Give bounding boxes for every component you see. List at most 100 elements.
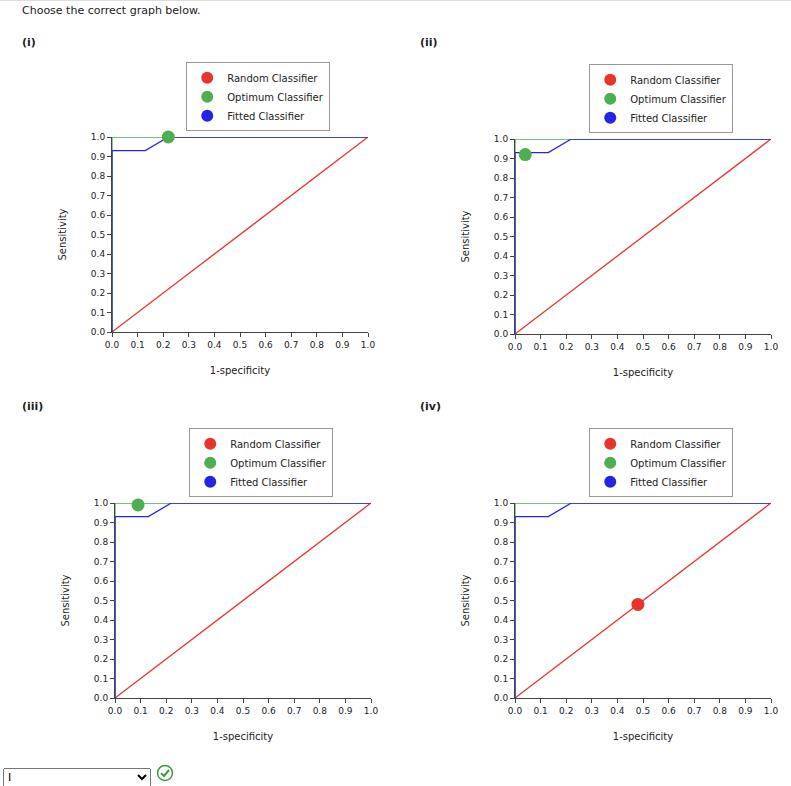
svg-text:0.8: 0.8 — [94, 537, 109, 547]
svg-text:Optimum Classifier: Optimum Classifier — [630, 458, 726, 469]
svg-text:Sensitivity: Sensitivity — [460, 210, 471, 262]
svg-text:0.3: 0.3 — [185, 706, 199, 716]
svg-text:0.0: 0.0 — [94, 693, 109, 703]
svg-text:0.9: 0.9 — [738, 706, 753, 716]
svg-text:0.5: 0.5 — [494, 596, 508, 606]
svg-text:1.0: 1.0 — [764, 342, 779, 352]
svg-text:0.3: 0.3 — [585, 342, 599, 352]
svg-text:0.2: 0.2 — [559, 706, 573, 716]
svg-text:0.0: 0.0 — [494, 329, 509, 339]
svg-text:1-specificity: 1-specificity — [613, 367, 673, 378]
svg-text:0.2: 0.2 — [94, 654, 108, 664]
svg-text:0.4: 0.4 — [494, 615, 509, 625]
svg-text:0.2: 0.2 — [91, 288, 105, 298]
svg-text:0.1: 0.1 — [91, 308, 105, 318]
svg-text:Fitted Classifier: Fitted Classifier — [630, 477, 708, 488]
svg-text:0.4: 0.4 — [210, 706, 225, 716]
svg-text:0.5: 0.5 — [636, 706, 650, 716]
svg-text:Random Classifier: Random Classifier — [630, 75, 721, 86]
svg-text:0.7: 0.7 — [94, 557, 108, 567]
svg-text:Random Classifier: Random Classifier — [630, 439, 721, 450]
svg-text:0.7: 0.7 — [687, 342, 701, 352]
svg-text:0.3: 0.3 — [91, 269, 105, 279]
svg-text:1-specificity: 1-specificity — [210, 365, 270, 376]
svg-text:Fitted Classifier: Fitted Classifier — [227, 111, 305, 122]
svg-text:0.1: 0.1 — [533, 706, 547, 716]
svg-text:0.1: 0.1 — [130, 340, 144, 350]
svg-text:0.3: 0.3 — [585, 706, 599, 716]
svg-text:Optimum Classifier: Optimum Classifier — [227, 92, 323, 103]
svg-text:0.5: 0.5 — [494, 232, 508, 242]
svg-text:0.4: 0.4 — [94, 615, 109, 625]
svg-text:0.8: 0.8 — [494, 173, 509, 183]
svg-text:0.1: 0.1 — [133, 706, 147, 716]
svg-text:0.7: 0.7 — [284, 340, 298, 350]
svg-text:Fitted Classifier: Fitted Classifier — [230, 477, 308, 488]
svg-text:0.1: 0.1 — [94, 674, 108, 684]
svg-text:0.9: 0.9 — [494, 154, 509, 164]
svg-text:0.9: 0.9 — [494, 518, 509, 528]
svg-text:0.1: 0.1 — [494, 310, 508, 320]
svg-text:0.6: 0.6 — [494, 212, 509, 222]
svg-text:1.0: 1.0 — [494, 134, 509, 144]
svg-text:0.9: 0.9 — [91, 152, 106, 162]
svg-text:0.2: 0.2 — [494, 654, 508, 664]
svg-text:Sensitivity: Sensitivity — [460, 574, 471, 626]
svg-text:1.0: 1.0 — [94, 498, 109, 508]
svg-text:0.1: 0.1 — [494, 674, 508, 684]
svg-text:0.8: 0.8 — [713, 706, 728, 716]
svg-text:0.4: 0.4 — [494, 251, 509, 261]
svg-text:0.8: 0.8 — [494, 537, 509, 547]
svg-text:0.6: 0.6 — [494, 576, 509, 586]
svg-text:1.0: 1.0 — [361, 340, 376, 350]
svg-text:0.4: 0.4 — [91, 249, 106, 259]
svg-text:0.6: 0.6 — [661, 342, 676, 352]
svg-text:0.6: 0.6 — [94, 576, 109, 586]
svg-text:0.0: 0.0 — [508, 342, 523, 352]
svg-text:0.4: 0.4 — [610, 706, 625, 716]
svg-text:Optimum Classifier: Optimum Classifier — [630, 94, 726, 105]
svg-text:1.0: 1.0 — [494, 498, 509, 508]
svg-text:0.7: 0.7 — [687, 706, 701, 716]
svg-text:1.0: 1.0 — [364, 706, 379, 716]
svg-text:1.0: 1.0 — [764, 706, 779, 716]
svg-text:0.0: 0.0 — [494, 693, 509, 703]
svg-text:Fitted Classifier: Fitted Classifier — [630, 113, 708, 124]
svg-text:0.0: 0.0 — [508, 706, 523, 716]
svg-text:0.5: 0.5 — [236, 706, 250, 716]
svg-text:Sensitivity: Sensitivity — [60, 574, 71, 626]
svg-text:0.1: 0.1 — [533, 342, 547, 352]
svg-text:0.6: 0.6 — [91, 210, 106, 220]
svg-text:0.8: 0.8 — [313, 706, 328, 716]
svg-text:0.3: 0.3 — [182, 340, 196, 350]
svg-text:0.9: 0.9 — [338, 706, 353, 716]
svg-text:0.0: 0.0 — [91, 327, 106, 337]
svg-text:1.0: 1.0 — [91, 132, 106, 142]
svg-text:0.8: 0.8 — [310, 340, 325, 350]
svg-text:0.7: 0.7 — [287, 706, 301, 716]
svg-text:0.8: 0.8 — [713, 342, 728, 352]
svg-text:0.5: 0.5 — [91, 230, 105, 240]
svg-text:0.3: 0.3 — [94, 635, 108, 645]
svg-text:Random Classifier: Random Classifier — [227, 73, 318, 84]
svg-text:Sensitivity: Sensitivity — [57, 208, 68, 260]
svg-text:0.2: 0.2 — [156, 340, 170, 350]
svg-text:0.8: 0.8 — [91, 171, 106, 181]
svg-text:0.2: 0.2 — [559, 342, 573, 352]
svg-text:1-specificity: 1-specificity — [613, 731, 673, 742]
svg-text:0.5: 0.5 — [233, 340, 247, 350]
svg-text:0.3: 0.3 — [494, 271, 508, 281]
svg-text:0.3: 0.3 — [494, 635, 508, 645]
svg-text:0.9: 0.9 — [335, 340, 350, 350]
svg-text:0.7: 0.7 — [494, 557, 508, 567]
svg-text:0.4: 0.4 — [207, 340, 222, 350]
svg-text:0.9: 0.9 — [738, 342, 753, 352]
svg-text:0.4: 0.4 — [610, 342, 625, 352]
svg-text:0.0: 0.0 — [105, 340, 120, 350]
svg-text:0.2: 0.2 — [159, 706, 173, 716]
svg-text:Optimum Classifier: Optimum Classifier — [230, 458, 326, 469]
svg-text:0.6: 0.6 — [261, 706, 276, 716]
svg-text:0.7: 0.7 — [494, 193, 508, 203]
svg-text:0.7: 0.7 — [91, 191, 105, 201]
svg-text:0.6: 0.6 — [258, 340, 273, 350]
